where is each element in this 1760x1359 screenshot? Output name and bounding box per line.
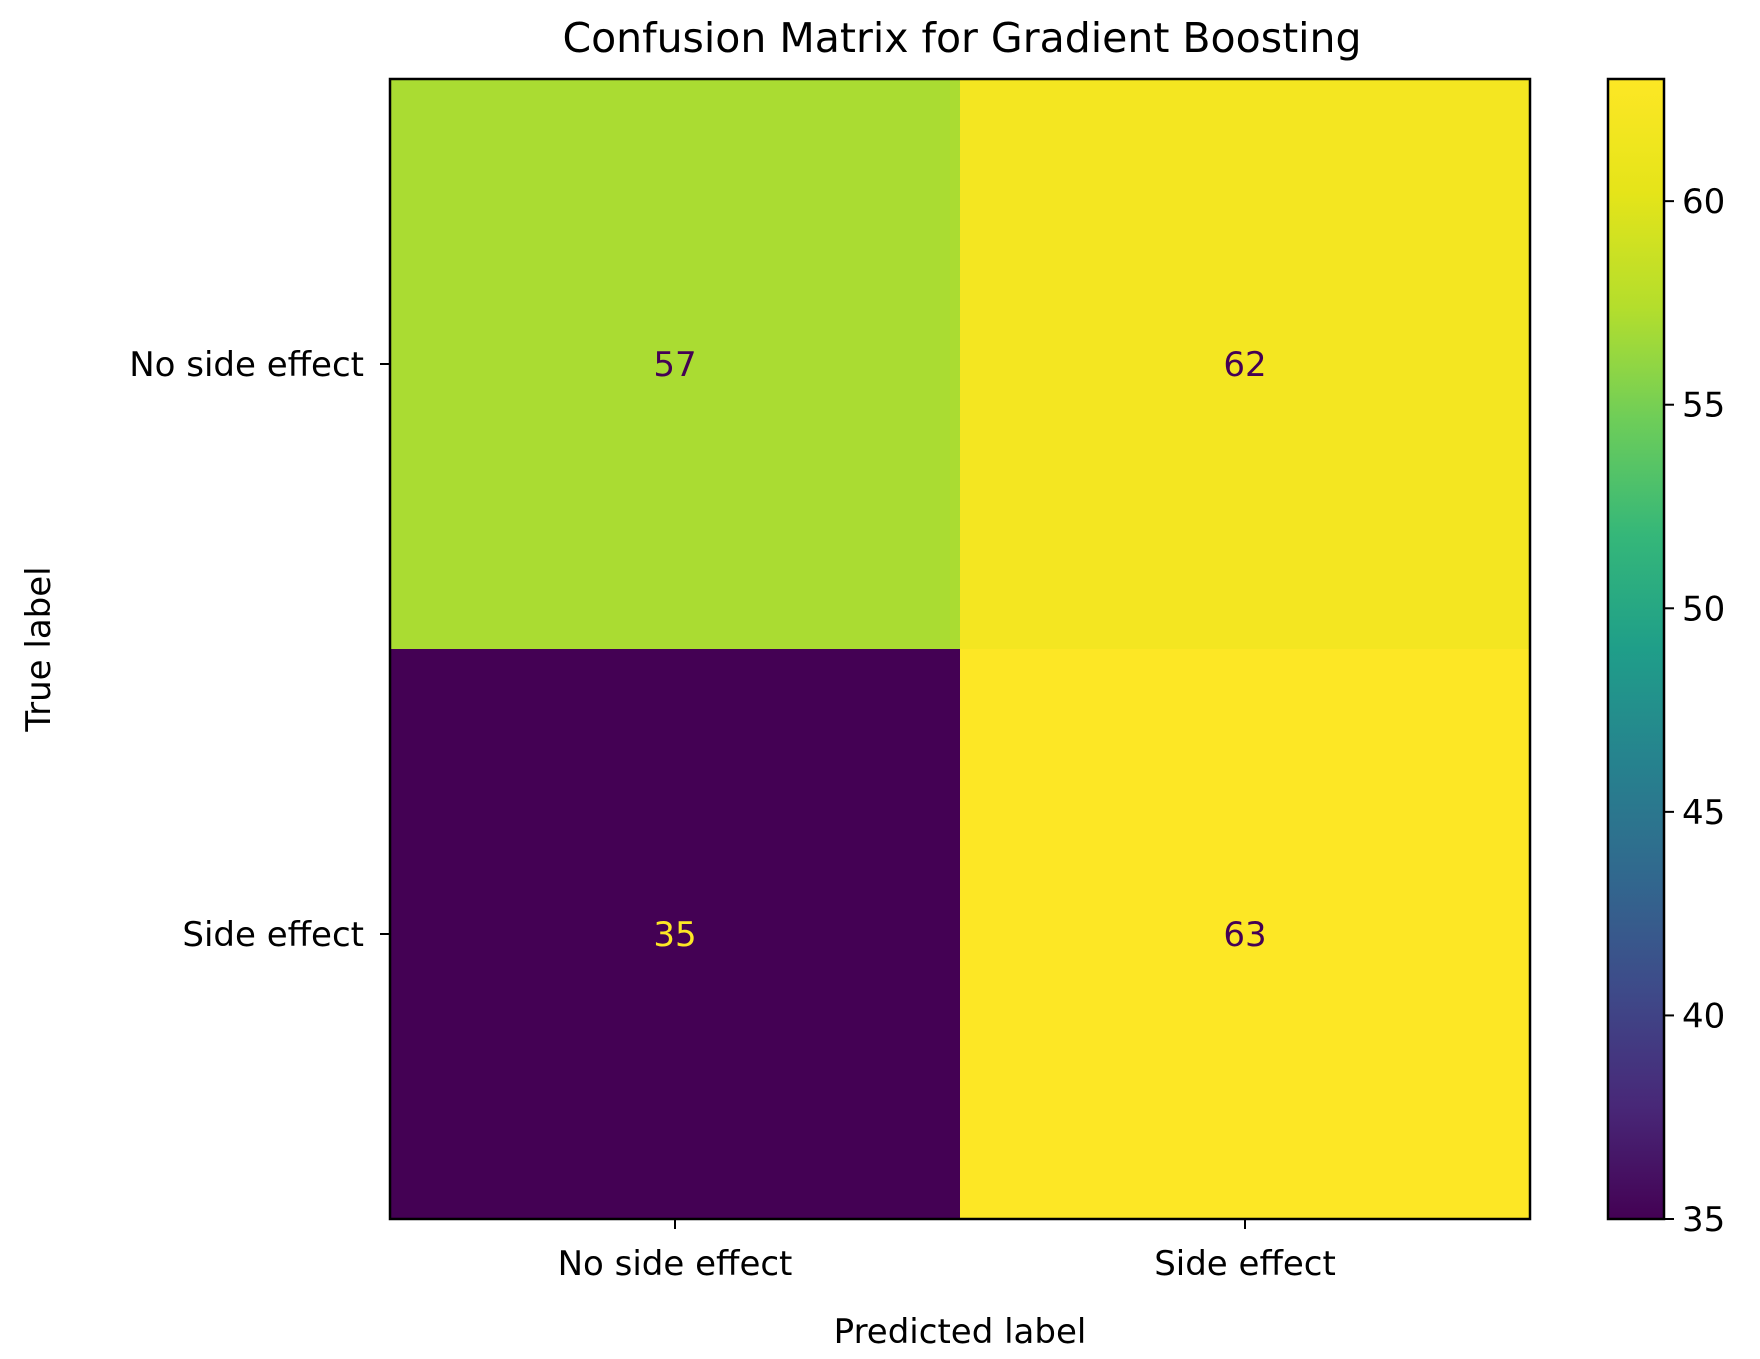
colorbar-tick-label: 50 (1682, 589, 1725, 629)
colorbar-tick-label: 60 (1682, 182, 1725, 222)
colorbar-tick-label: 55 (1682, 386, 1725, 426)
x-axis-label: Predicted label (834, 1312, 1087, 1352)
cell-value-label: 62 (1223, 345, 1266, 385)
plot-frame (388, 77, 1532, 1221)
matrix-cell (960, 649, 1530, 1219)
colorbar-tick-label: 35 (1682, 1200, 1725, 1240)
cell-value-label: 63 (1223, 915, 1266, 955)
x-tick-label: No side effect (558, 1244, 793, 1284)
y-tick-label: Side effect (182, 915, 364, 955)
x-axis-ticks: No side effect Side effect (558, 1219, 1336, 1284)
cell-value-label: 57 (653, 345, 696, 385)
colorbar (1606, 77, 1666, 1221)
matrix-cell (390, 649, 960, 1219)
y-axis-ticks: No side effect Side effect (129, 345, 390, 955)
chart-title: Confusion Matrix for Gradient Boosting (562, 14, 1361, 62)
y-tick-label: No side effect (129, 345, 364, 385)
cell-value-label: 35 (653, 915, 696, 955)
colorbar-ticks: 35 40 45 50 55 60 (1664, 182, 1725, 1240)
matrix-cell (960, 79, 1530, 649)
matrix-cell (390, 79, 960, 649)
colorbar-tick-label: 45 (1682, 793, 1725, 833)
y-axis-label: True label (19, 566, 59, 732)
x-tick-label: Side effect (1154, 1244, 1336, 1284)
colorbar-tick-label: 40 (1682, 996, 1725, 1036)
matrix-cells: 57 62 35 63 (390, 79, 1530, 1219)
